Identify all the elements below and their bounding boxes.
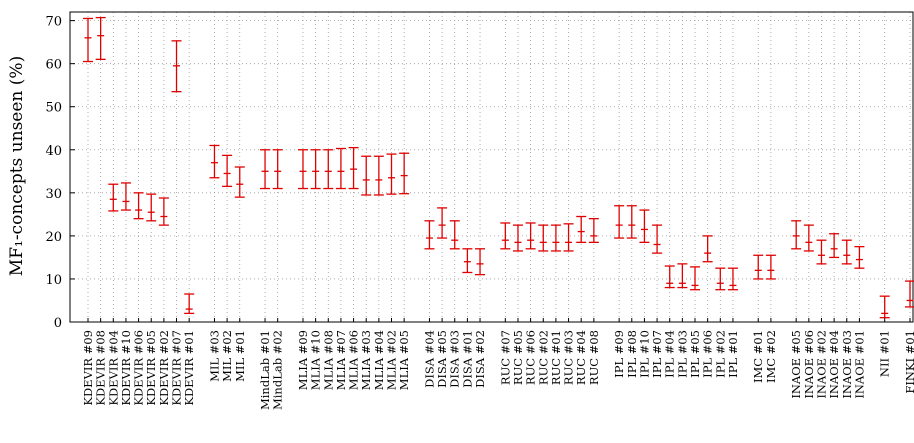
y-tick-label: 60	[45, 58, 62, 73]
x-tick-label: MindLab #01	[258, 330, 272, 410]
x-tick-label: INAOE #01	[852, 330, 866, 399]
x-tick-label: DISA #01	[460, 330, 474, 388]
x-tick-label: KDEVIR #09	[81, 330, 95, 406]
x-tick-label: MLIA #02	[385, 330, 399, 390]
x-tick-label: KDEVIR #04	[106, 330, 120, 406]
x-tick-label: MLIA #05	[397, 330, 411, 390]
y-tick-label: 30	[45, 187, 62, 202]
x-tick-label: KDEVIR #02	[157, 330, 171, 406]
x-tick-label: RUC #07	[498, 330, 512, 385]
x-tick-label: IPL #10	[637, 330, 651, 378]
x-tick-label: DISA #03	[448, 330, 462, 388]
y-tick-label: 20	[45, 230, 62, 245]
x-tick-label: INAOE #06	[802, 330, 816, 399]
x-tick-label: INAOE #02	[814, 330, 828, 399]
x-tick-label: KDEVIR #01	[182, 330, 196, 406]
x-tick-label: RUC #02	[536, 330, 550, 385]
x-tick-label: DISA #02	[473, 330, 487, 388]
x-tick-label: IPL #03	[675, 330, 689, 378]
x-tick-label: IMC #02	[764, 330, 778, 383]
x-tick-label: RUC #03	[562, 330, 576, 385]
x-tick-label: IPL #06	[701, 330, 715, 378]
x-tick-label: KDEVIR #06	[132, 330, 146, 406]
x-tick-label: MIL #02	[220, 330, 234, 382]
y-tick-label: 50	[45, 101, 62, 116]
y-tick-label: 10	[45, 273, 62, 288]
y-tick-label: 70	[45, 15, 62, 30]
y-axis-label: MF₁-concepts unseen (%)	[7, 56, 27, 276]
x-tick-label: RUC #05	[511, 330, 525, 385]
x-tick-label: IPL #02	[713, 330, 727, 378]
x-tick-label: RUC #01	[549, 330, 563, 385]
y-tick-label: 0	[54, 316, 62, 331]
x-tick-label: MIL #03	[207, 330, 221, 382]
x-tick-label: IPL #05	[688, 330, 702, 378]
x-tick-label: MLIA #04	[372, 330, 386, 390]
x-tick-label: FINKI #01	[903, 330, 914, 394]
x-tick-label: IPL #04	[663, 330, 677, 378]
x-tick-label: IPL #08	[625, 330, 639, 378]
x-tick-label: MLIA #09	[296, 330, 310, 390]
x-tick-label: IPL #09	[612, 330, 626, 378]
x-tick-label: MLIA #06	[347, 330, 361, 390]
x-tick-label: RUC #06	[524, 330, 538, 385]
x-tick-label: NII #01	[878, 330, 892, 377]
x-tick-label: IPL #07	[650, 330, 664, 378]
x-tick-label: MLIA #10	[309, 330, 323, 390]
x-tick-label: MLIA #07	[334, 330, 348, 390]
x-tick-label: MLIA #08	[321, 330, 335, 390]
x-tick-label: MIL #01	[233, 330, 247, 382]
x-tick-label: KDEVIR #05	[144, 330, 158, 406]
x-tick-label: RUC #04	[574, 330, 588, 385]
x-tick-label: IMC #01	[751, 330, 765, 383]
x-tick-label: IPL #01	[726, 330, 740, 378]
x-tick-label: DISA #04	[422, 330, 436, 388]
x-tick-label: KDEVIR #10	[119, 330, 133, 406]
x-tick-label: KDEVIR #08	[94, 330, 108, 406]
x-tick-label: INAOE #05	[789, 330, 803, 399]
x-tick-label: KDEVIR #07	[170, 330, 184, 406]
x-tick-label: RUC #08	[587, 330, 601, 385]
x-tick-label: MindLab #02	[271, 330, 285, 410]
x-tick-label: MLIA #03	[359, 330, 373, 390]
x-tick-label: INAOE #04	[827, 330, 841, 399]
x-tick-label: INAOE #03	[840, 330, 854, 399]
x-tick-label: DISA #05	[435, 330, 449, 388]
y-tick-label: 40	[45, 144, 62, 159]
plot-frame	[69, 11, 914, 323]
